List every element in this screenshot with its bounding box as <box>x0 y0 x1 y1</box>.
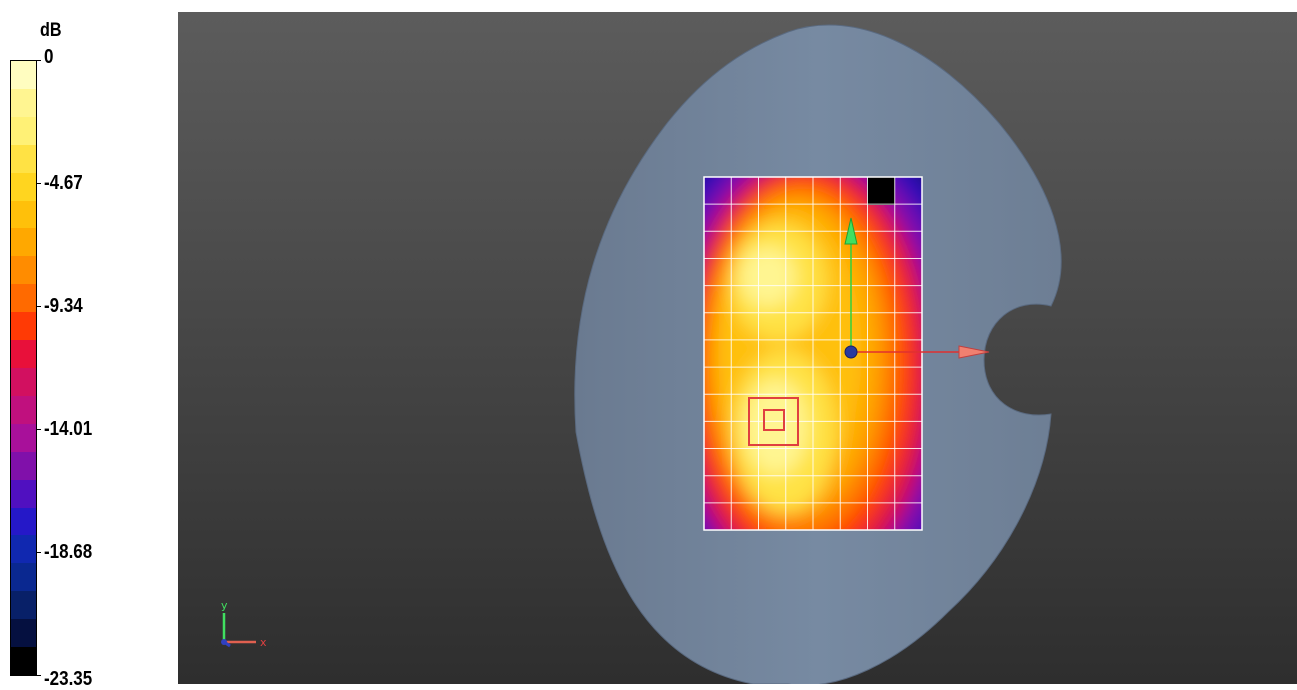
legend-swatch <box>11 367 36 396</box>
legend-swatch <box>11 200 36 229</box>
triad-x-label: x <box>260 636 267 649</box>
color-scale-bar <box>10 60 37 676</box>
legend-tick-label: -23.35 <box>44 668 93 690</box>
legend-swatch <box>11 228 36 257</box>
legend-swatch <box>11 507 36 536</box>
legend-swatch <box>11 563 36 592</box>
legend-swatch <box>11 312 36 341</box>
legend-swatch <box>11 619 36 648</box>
legend-swatch <box>11 479 36 508</box>
source-gizmo[interactable] <box>844 217 990 359</box>
probe-grid <box>704 177 922 530</box>
legend-tick-mark <box>37 429 41 430</box>
field-min-cell <box>867 177 895 205</box>
gizmo-x-arrow-icon <box>958 345 990 359</box>
peak-inner-marker <box>763 409 785 431</box>
legend-tick-label: -9.34 <box>44 295 83 317</box>
legend-tick-label: 0 <box>44 46 54 68</box>
legend-swatch <box>11 647 36 675</box>
legend-swatch <box>11 395 36 424</box>
3d-viewport[interactable]: y x <box>178 12 1297 684</box>
legend-swatch <box>11 340 36 368</box>
legend-tick-label: -18.68 <box>44 541 93 563</box>
scene-svg: y x <box>221 24 1062 684</box>
triad-origin-icon <box>221 639 227 645</box>
legend-tick-mark <box>37 183 41 184</box>
triad-y-label: y <box>221 599 228 612</box>
gizmo-origin-icon <box>844 345 858 359</box>
color-scale-legend: dB 0 -4.67 -9.34 -14.01 -18.68 -23.35 <box>0 0 178 689</box>
axis-triad: y x <box>221 599 267 649</box>
legend-unit-label: dB <box>40 20 62 41</box>
legend-tick-label: -14.01 <box>44 418 93 440</box>
legend-tick-label: -4.67 <box>44 172 83 194</box>
legend-tick-mark <box>37 552 41 553</box>
legend-swatch <box>11 284 36 313</box>
legend-tick-mark <box>37 306 41 307</box>
legend-swatch <box>11 172 36 201</box>
legend-swatch <box>11 88 36 117</box>
legend-tick-mark <box>37 60 41 61</box>
legend-swatch <box>11 61 36 89</box>
legend-swatch <box>11 144 36 173</box>
legend-swatch <box>11 116 36 145</box>
gizmo-y-arrow-icon <box>844 217 858 245</box>
peak-outer-marker <box>748 397 799 446</box>
legend-swatch <box>11 451 36 480</box>
legend-swatch <box>11 535 36 564</box>
legend-tick-mark <box>37 675 41 676</box>
legend-swatch <box>11 256 36 285</box>
probe-grid-border <box>703 176 923 531</box>
legend-swatch <box>11 591 36 620</box>
legend-swatch <box>11 423 36 452</box>
